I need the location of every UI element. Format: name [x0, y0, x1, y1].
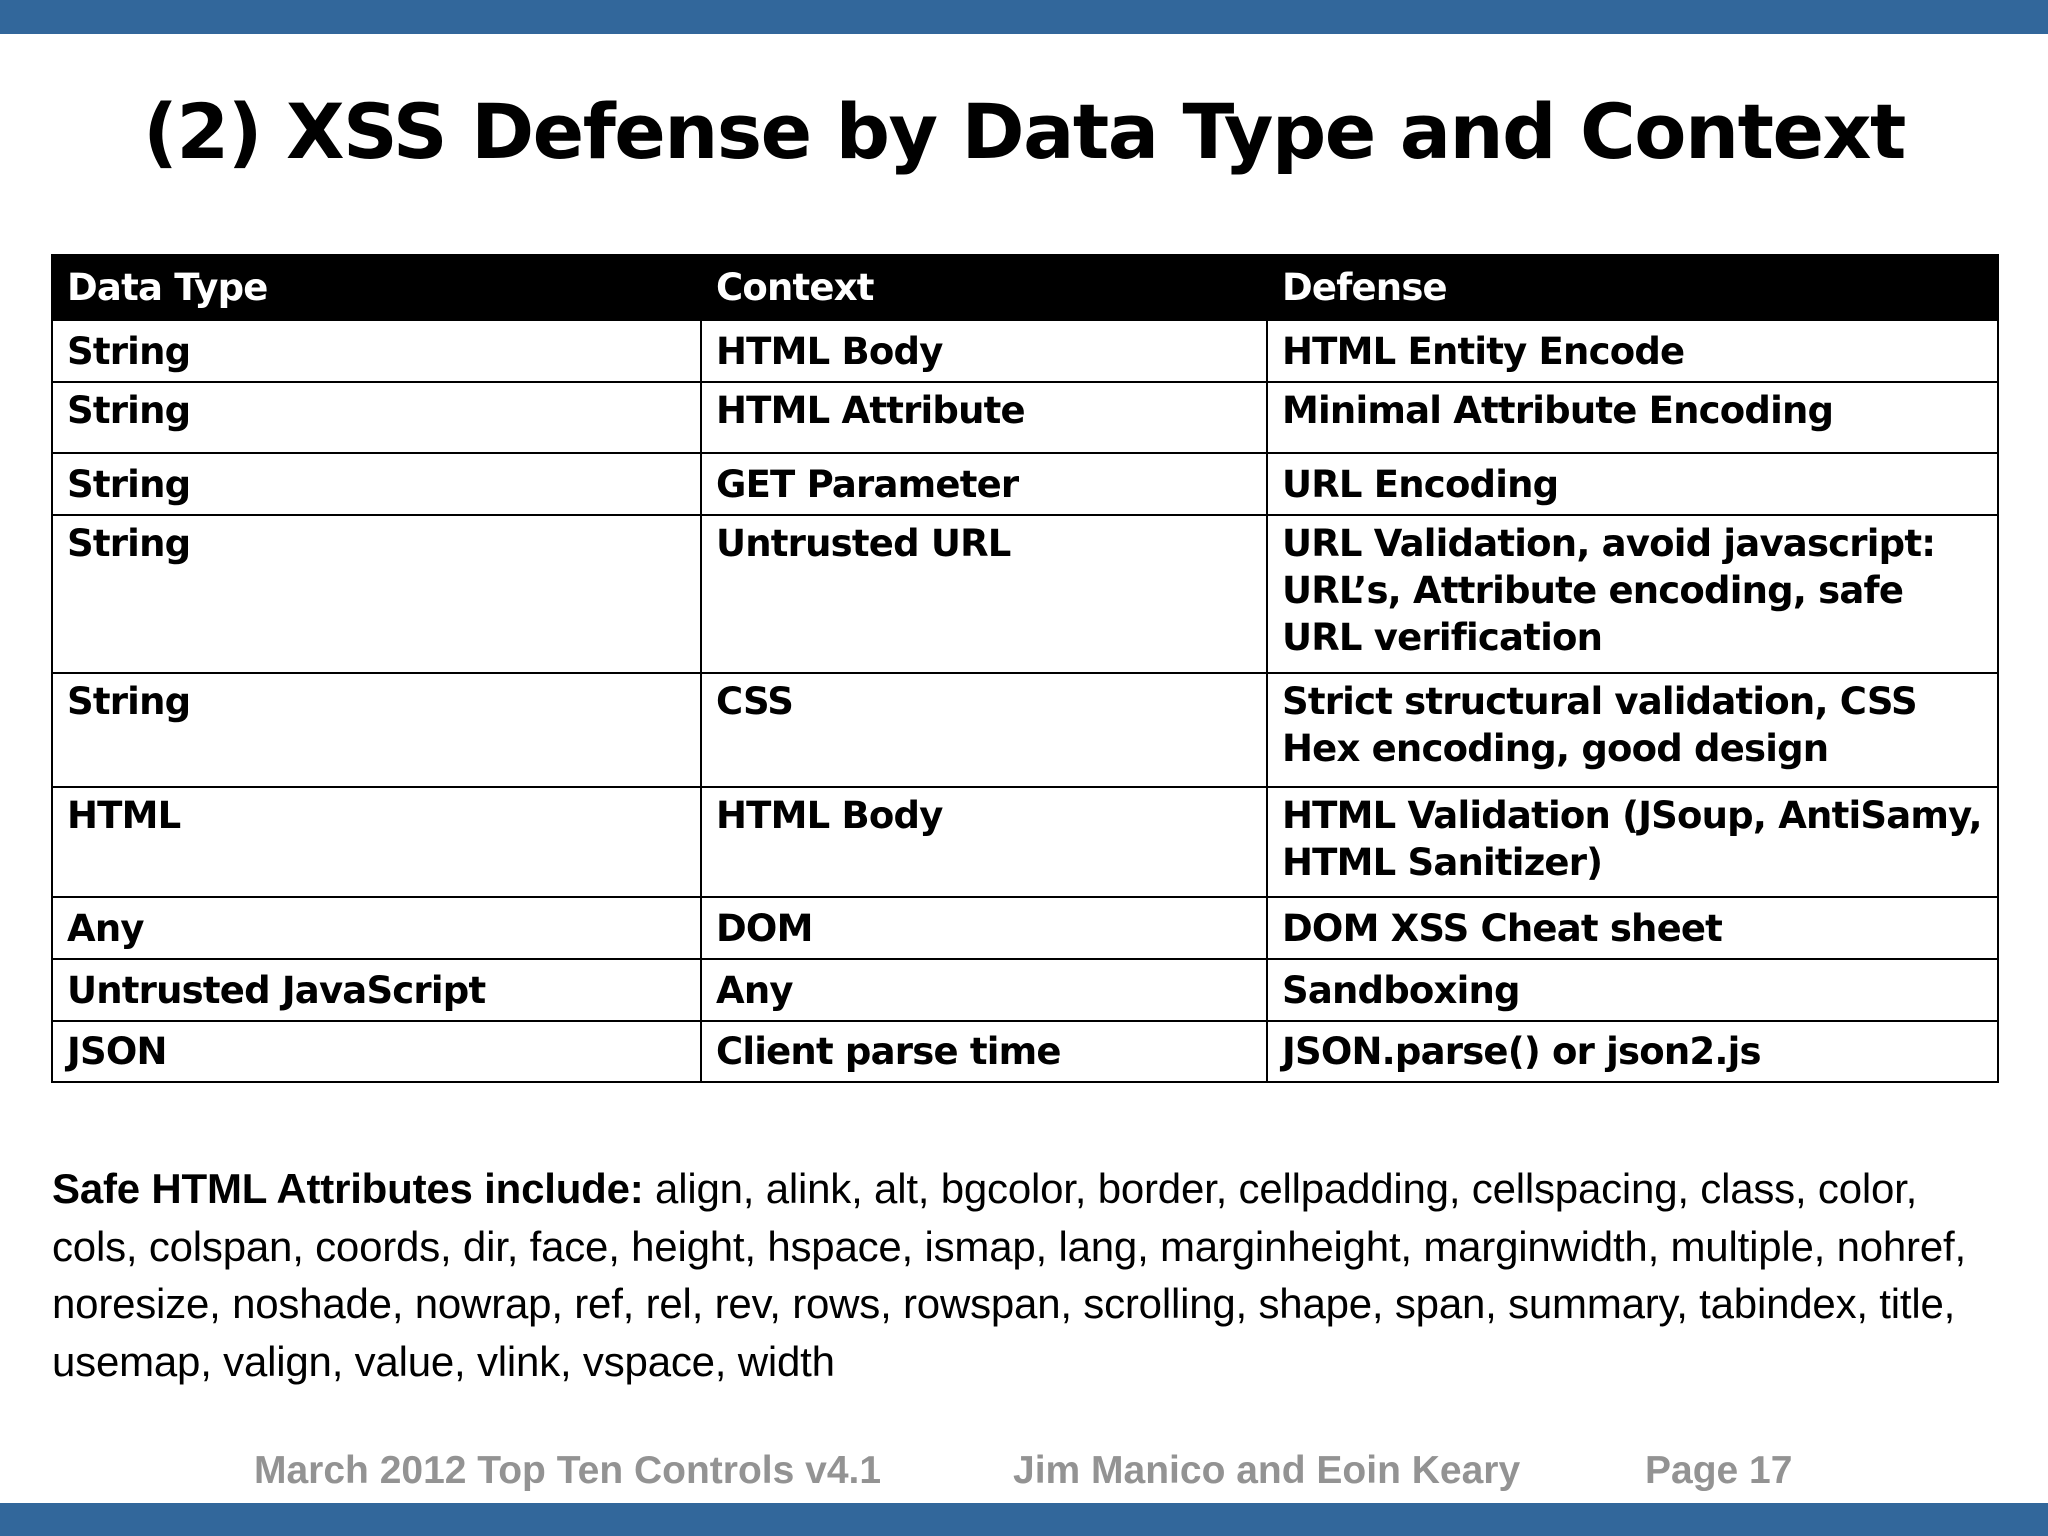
safe-attributes-paragraph: Safe HTML Attributes include: align, ali… — [52, 1160, 2012, 1390]
table-row: String GET Parameter URL Encoding — [51, 452, 1999, 516]
footer-authors: Jim Manico and Eoin Keary — [1013, 1449, 1521, 1492]
table-header-row: Data Type Context Defense — [51, 254, 1999, 321]
header-defense: Defense — [1266, 254, 1999, 321]
bottom-accent-bar — [0, 1503, 2048, 1536]
table-row: String HTML Body HTML Entity Encode — [51, 319, 1999, 383]
cell-context: HTML Attribute — [700, 381, 1268, 454]
safe-attributes-lead: Safe HTML Attributes include: — [52, 1165, 644, 1212]
cell-data-type: String — [51, 319, 702, 383]
cell-context: HTML Body — [700, 319, 1268, 383]
header-data-type: Data Type — [51, 254, 702, 321]
cell-data-type: String — [51, 672, 702, 788]
cell-data-type: Any — [51, 896, 702, 960]
cell-context: Untrusted URL — [700, 514, 1268, 674]
cell-context: DOM — [700, 896, 1268, 960]
slide-footer: March 2012 Top Ten Controls v4.1 Jim Man… — [0, 1448, 2048, 1494]
footer-date-title: March 2012 Top Ten Controls v4.1 — [254, 1449, 882, 1492]
table-row: String Untrusted URL URL Validation, avo… — [51, 514, 1999, 674]
cell-defense: URL Encoding — [1266, 452, 1999, 516]
slide-title: (2) XSS Defense by Data Type and Context — [143, 87, 1906, 176]
cell-data-type: String — [51, 381, 702, 454]
table-row: String CSS Strict structural validation,… — [51, 672, 1999, 788]
cell-defense: Strict structural validation, CSS Hex en… — [1266, 672, 1999, 788]
table-row: HTML HTML Body HTML Validation (JSoup, A… — [51, 786, 1999, 898]
header-context: Context — [700, 254, 1268, 321]
table-row: Untrusted JavaScript Any Sandboxing — [51, 958, 1999, 1022]
cell-data-type: JSON — [51, 1020, 702, 1083]
table-row: String HTML Attribute Minimal Attribute … — [51, 381, 1999, 454]
cell-defense: JSON.parse() or json2.js — [1266, 1020, 1999, 1083]
cell-data-type: HTML — [51, 786, 702, 898]
cell-defense: Minimal Attribute Encoding — [1266, 381, 1999, 454]
cell-context: GET Parameter — [700, 452, 1268, 516]
cell-context: HTML Body — [700, 786, 1268, 898]
cell-context: Any — [700, 958, 1268, 1022]
cell-context: Client parse time — [700, 1020, 1268, 1083]
table-row: JSON Client parse time JSON.parse() or j… — [51, 1020, 1999, 1083]
cell-data-type: String — [51, 514, 702, 674]
top-accent-bar — [0, 0, 2048, 34]
table-row: Any DOM DOM XSS Cheat sheet — [51, 896, 1999, 960]
cell-defense: URL Validation, avoid javascript: URL’s,… — [1266, 514, 1999, 674]
cell-defense: Sandboxing — [1266, 958, 1999, 1022]
cell-defense: HTML Validation (JSoup, AntiSamy, HTML S… — [1266, 786, 1999, 898]
cell-context: CSS — [700, 672, 1268, 788]
footer-page-number: Page 17 — [1645, 1449, 1793, 1492]
xss-defense-table: Data Type Context Defense String HTML Bo… — [51, 254, 1999, 1083]
safe-attributes-list: align, alink, alt, bgcolor, border, cell… — [52, 1165, 1966, 1385]
cell-defense: DOM XSS Cheat sheet — [1266, 896, 1999, 960]
cell-defense: HTML Entity Encode — [1266, 319, 1999, 383]
cell-data-type: String — [51, 452, 702, 516]
cell-data-type: Untrusted JavaScript — [51, 958, 702, 1022]
